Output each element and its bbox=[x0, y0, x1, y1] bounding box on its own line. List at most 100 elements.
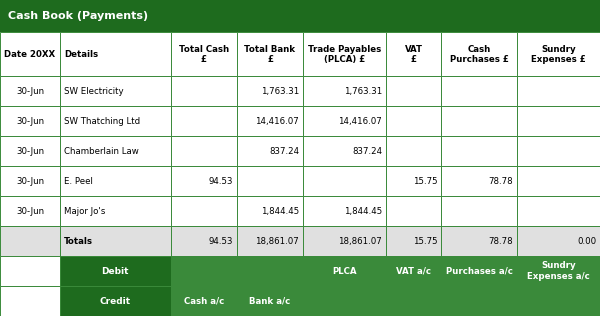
Text: Details: Details bbox=[64, 50, 98, 59]
Text: Cash a/c: Cash a/c bbox=[184, 296, 224, 306]
Bar bbox=[170, 166, 237, 196]
Bar bbox=[303, 226, 386, 256]
Text: Purchases a/c: Purchases a/c bbox=[446, 266, 513, 276]
Bar bbox=[237, 76, 303, 106]
Bar bbox=[0, 286, 60, 316]
Bar bbox=[303, 166, 386, 196]
Bar bbox=[442, 286, 517, 316]
Bar bbox=[442, 136, 517, 166]
Bar bbox=[386, 106, 442, 136]
Text: Cash Book (Payments): Cash Book (Payments) bbox=[8, 11, 148, 21]
Text: SW Electricity: SW Electricity bbox=[64, 87, 124, 96]
Bar bbox=[0, 196, 60, 226]
Bar bbox=[517, 226, 600, 256]
Bar bbox=[386, 226, 442, 256]
Bar bbox=[237, 256, 303, 286]
Bar bbox=[60, 136, 170, 166]
Bar bbox=[386, 286, 442, 316]
Bar bbox=[170, 286, 237, 316]
Bar bbox=[170, 32, 237, 76]
Text: 78.78: 78.78 bbox=[488, 237, 513, 246]
Bar bbox=[170, 136, 237, 166]
Text: Totals: Totals bbox=[64, 237, 93, 246]
Bar bbox=[386, 136, 442, 166]
Bar bbox=[60, 166, 170, 196]
Text: SW Thatching Ltd: SW Thatching Ltd bbox=[64, 117, 140, 125]
Text: Bank a/c: Bank a/c bbox=[250, 296, 290, 306]
Text: Sundry
Expenses a/c: Sundry Expenses a/c bbox=[527, 261, 590, 281]
Bar bbox=[237, 286, 303, 316]
Bar bbox=[517, 196, 600, 226]
Bar bbox=[442, 256, 517, 286]
Bar bbox=[170, 76, 237, 106]
Text: PLCA: PLCA bbox=[332, 266, 357, 276]
Text: VAT
£: VAT £ bbox=[405, 45, 423, 64]
Bar bbox=[303, 256, 386, 286]
Text: Credit: Credit bbox=[100, 296, 131, 306]
Bar bbox=[442, 106, 517, 136]
Text: Chamberlain Law: Chamberlain Law bbox=[64, 147, 139, 155]
Text: Debit: Debit bbox=[101, 266, 129, 276]
Text: 94.53: 94.53 bbox=[208, 177, 233, 185]
Bar bbox=[0, 136, 60, 166]
Text: 837.24: 837.24 bbox=[269, 147, 299, 155]
Bar bbox=[303, 196, 386, 226]
Bar bbox=[170, 256, 237, 286]
Bar bbox=[386, 166, 442, 196]
Bar bbox=[237, 226, 303, 256]
Bar bbox=[237, 136, 303, 166]
Text: 14,416.07: 14,416.07 bbox=[256, 117, 299, 125]
Bar bbox=[303, 76, 386, 106]
Bar bbox=[60, 106, 170, 136]
Bar bbox=[386, 256, 442, 286]
Text: 30-Jun: 30-Jun bbox=[16, 147, 44, 155]
Bar bbox=[0, 256, 60, 286]
Bar bbox=[517, 256, 600, 286]
Bar bbox=[237, 106, 303, 136]
Bar bbox=[442, 196, 517, 226]
Bar bbox=[442, 32, 517, 76]
Text: 0.00: 0.00 bbox=[577, 237, 596, 246]
Text: 30-Jun: 30-Jun bbox=[16, 87, 44, 96]
Text: 14,416.07: 14,416.07 bbox=[338, 117, 382, 125]
Bar bbox=[517, 32, 600, 76]
Text: 94.53: 94.53 bbox=[208, 237, 233, 246]
Text: 15.75: 15.75 bbox=[413, 237, 437, 246]
Bar bbox=[237, 196, 303, 226]
Bar bbox=[303, 136, 386, 166]
Bar bbox=[303, 32, 386, 76]
Text: 1,844.45: 1,844.45 bbox=[261, 207, 299, 216]
Bar bbox=[303, 106, 386, 136]
Text: Total Bank
£: Total Bank £ bbox=[244, 45, 296, 64]
Text: Trade Payables
(PLCA) £: Trade Payables (PLCA) £ bbox=[308, 45, 382, 64]
Bar bbox=[170, 196, 237, 226]
Text: VAT a/c: VAT a/c bbox=[397, 266, 431, 276]
Bar bbox=[60, 196, 170, 226]
Bar bbox=[0, 166, 60, 196]
Bar bbox=[303, 286, 386, 316]
Bar bbox=[60, 32, 170, 76]
Text: 15.75: 15.75 bbox=[413, 177, 437, 185]
Text: 18,861.07: 18,861.07 bbox=[338, 237, 382, 246]
Bar bbox=[442, 76, 517, 106]
Bar bbox=[237, 32, 303, 76]
Bar bbox=[517, 166, 600, 196]
Bar bbox=[0, 0, 600, 32]
Text: 78.78: 78.78 bbox=[488, 177, 513, 185]
Text: 1,844.45: 1,844.45 bbox=[344, 207, 382, 216]
Text: Major Jo's: Major Jo's bbox=[64, 207, 105, 216]
Bar bbox=[517, 76, 600, 106]
Text: 1,763.31: 1,763.31 bbox=[344, 87, 382, 96]
Text: Date 20XX: Date 20XX bbox=[4, 50, 55, 59]
Bar bbox=[0, 76, 60, 106]
Text: Sundry
Expenses £: Sundry Expenses £ bbox=[531, 45, 586, 64]
Text: 30-Jun: 30-Jun bbox=[16, 177, 44, 185]
Bar bbox=[170, 226, 237, 256]
Bar bbox=[60, 286, 170, 316]
Bar bbox=[60, 256, 170, 286]
Bar bbox=[0, 226, 60, 256]
Text: 30-Jun: 30-Jun bbox=[16, 117, 44, 125]
Bar bbox=[237, 166, 303, 196]
Text: 18,861.07: 18,861.07 bbox=[256, 237, 299, 246]
Text: 30-Jun: 30-Jun bbox=[16, 207, 44, 216]
